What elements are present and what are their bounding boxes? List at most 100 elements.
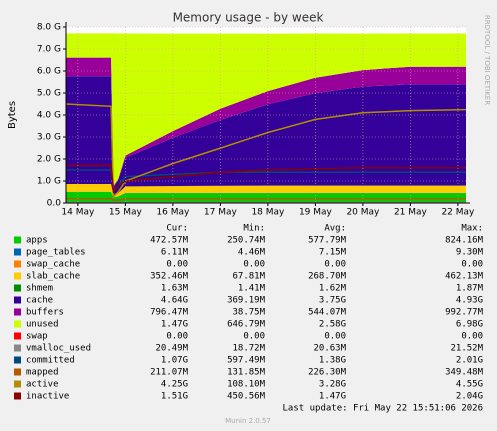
- legend-value: 3.28G: [319, 380, 346, 390]
- y-tick-label: 7.0 G: [37, 45, 61, 55]
- legend-value: 20.63M: [313, 344, 346, 354]
- line: [66, 197, 466, 201]
- legend-swatch: [14, 344, 21, 352]
- legend-swatch: [14, 284, 21, 292]
- legend-value: 2.04G: [456, 392, 483, 402]
- x-tick-label: 16 May: [156, 208, 190, 218]
- legend-value: 369.19M: [227, 296, 266, 306]
- legend-value: 352.46M: [150, 272, 189, 282]
- legend-value: 462.13M: [445, 272, 484, 282]
- axes: 0.0 1.0 G 2.0 G 3.0 G 4.0 G 5.0 G 6.0 G 7.0 G 8.…: [37, 22, 475, 218]
- legend-label: page_tables: [26, 248, 86, 258]
- y-tick-label: 2.0 G: [37, 155, 61, 165]
- legend-value: 4.93G: [456, 296, 483, 306]
- legend-label: swap_cache: [26, 260, 80, 270]
- legend-label: inactive: [26, 392, 69, 402]
- legend-value: 2.58G: [319, 320, 346, 330]
- area: [66, 33, 466, 187]
- legend-value: 0.00: [243, 260, 265, 270]
- legend-value: 1.47G: [161, 320, 188, 330]
- chart-title: Memory usage - by week: [173, 11, 324, 25]
- legend-value: 67.81M: [232, 272, 265, 282]
- legend-label: committed: [26, 356, 75, 366]
- watermark: RRDTOOL / TOBI OETIKER: [483, 15, 491, 105]
- legend-swatch: [14, 368, 21, 376]
- legend-value: 38.75M: [232, 308, 265, 318]
- legend-value: 824.16M: [445, 236, 484, 246]
- legend-value: 1.07G: [161, 356, 188, 366]
- legend-header: Max:: [461, 224, 483, 234]
- y-axis-label: Bytes: [7, 101, 18, 129]
- legend-value: 18.72M: [232, 344, 265, 354]
- legend-swatch: [14, 332, 21, 340]
- y-tick-label: 0.0: [47, 199, 62, 209]
- legend-value: 268.70M: [308, 272, 347, 282]
- legend-swatch: [14, 320, 21, 328]
- last-update: Last update: Fri May 22 15:51:06 2026: [283, 404, 483, 414]
- legend-label: cache: [26, 296, 53, 306]
- legend-value: 0.00: [166, 332, 188, 342]
- legend-value: 349.48M: [445, 368, 484, 378]
- line: [66, 164, 466, 194]
- x-tick-label: 21 May: [394, 208, 428, 218]
- legend-label: slab_cache: [26, 272, 80, 282]
- legend-value: 20.49M: [155, 344, 188, 354]
- plot: [65, 33, 467, 204]
- legend-swatch: [14, 356, 21, 364]
- legend-label: buffers: [26, 308, 64, 318]
- x-tick-label: 14 May: [61, 208, 95, 218]
- legend-swatch: [14, 260, 21, 268]
- legend-value: 250.74M: [227, 236, 266, 246]
- y-tick-label: 4.0 G: [37, 111, 61, 121]
- x-tick-label: 20 May: [346, 208, 380, 218]
- legend-label: vmalloc_used: [26, 344, 91, 354]
- x-tick-label: 19 May: [299, 208, 333, 218]
- legend-value: 2.01G: [456, 356, 483, 366]
- legend-value: 21.52M: [450, 344, 483, 354]
- legend-value: 9.30M: [456, 248, 484, 258]
- legend-value: 450.56M: [227, 392, 266, 402]
- y-tick-label: 6.0 G: [37, 67, 61, 77]
- legend-swatch: [14, 380, 21, 388]
- legend-value: 0.00: [166, 260, 188, 270]
- legend-swatch: [14, 308, 21, 316]
- footer: Munin 2.0.57: [225, 417, 271, 425]
- legend-value: 3.75G: [319, 296, 346, 306]
- legend-value: 4.46M: [238, 248, 266, 258]
- legend-value: 4.25G: [161, 380, 188, 390]
- legend-value: 211.07M: [150, 368, 189, 378]
- legend-value: 992.77M: [445, 308, 484, 318]
- legend-label: shmem: [26, 284, 53, 294]
- legend-label: mapped: [26, 368, 59, 378]
- legend-header: Cur:: [166, 224, 188, 234]
- legend-label: unused: [26, 320, 59, 330]
- legend-value: 4.55G: [456, 380, 483, 390]
- legend-value: 577.79M: [308, 236, 347, 246]
- legend-value: 1.63M: [161, 284, 189, 294]
- y-tick-label: 1.0 G: [37, 177, 61, 187]
- legend-value: 0.00: [243, 332, 265, 342]
- legend-value: 1.47G: [319, 392, 346, 402]
- legend-label: swap: [26, 332, 48, 342]
- legend-value: 0.00: [324, 332, 346, 342]
- legend-swatch: [14, 392, 21, 400]
- x-tick-label: 22 May: [441, 208, 475, 218]
- legend-value: 0.00: [461, 260, 483, 270]
- legend-swatch: [14, 296, 21, 304]
- area: [66, 57, 466, 187]
- legend-swatch: [14, 236, 21, 244]
- legend: Cur: Min: Avg: Max: apps 472.57M 250.74M 577.79…: [14, 224, 484, 402]
- legend-value: 597.49M: [227, 356, 266, 366]
- legend-value: 472.57M: [150, 236, 189, 246]
- legend-label: apps: [26, 236, 48, 246]
- area: [66, 184, 466, 198]
- legend-value: 1.38G: [319, 356, 346, 366]
- legend-value: 1.62M: [319, 284, 347, 294]
- legend-value: 7.15M: [319, 248, 347, 258]
- legend-value: 131.85M: [227, 368, 266, 378]
- legend-value: 544.07M: [308, 308, 347, 318]
- legend-value: 1.51G: [161, 392, 188, 402]
- legend-value: 0.00: [324, 260, 346, 270]
- legend-value: 796.47M: [150, 308, 189, 318]
